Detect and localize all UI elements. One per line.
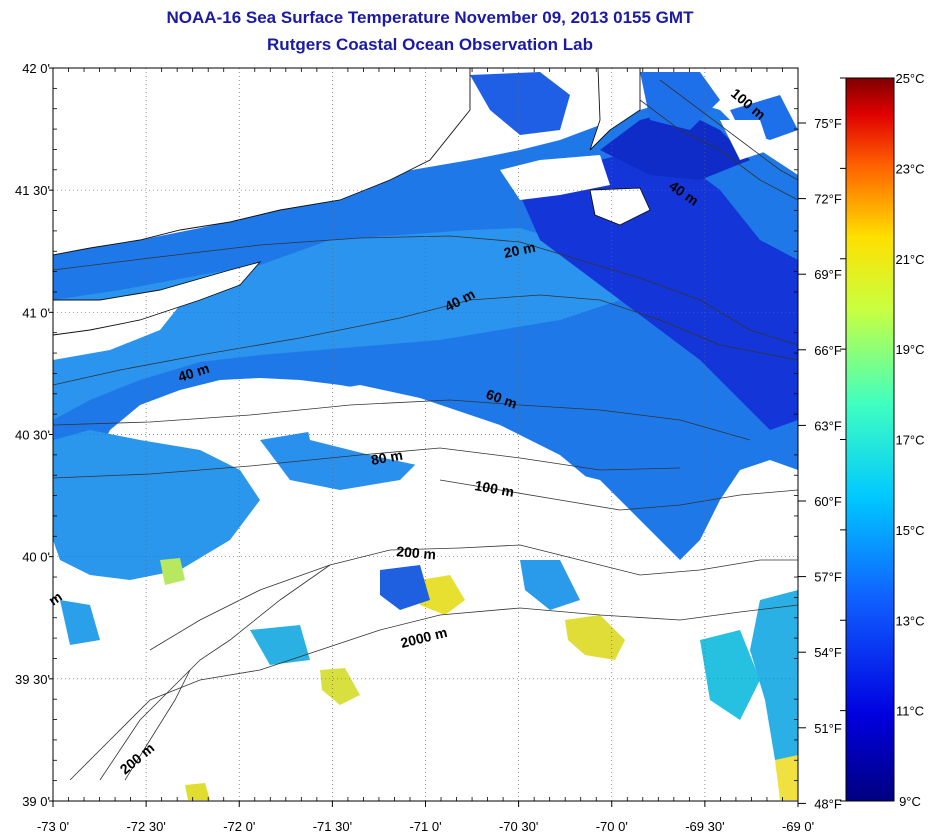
contour-label: 200 m — [396, 543, 437, 562]
contour-label: 80 m — [370, 447, 404, 468]
colorbar-fahrenheit-label: 51°F — [814, 721, 842, 736]
colorbar-celsius-label: 17°C — [895, 433, 924, 448]
lon-tick-label: -70 30' — [499, 819, 538, 834]
grid — [49, 67, 799, 807]
lon-tick-label: -70 0' — [596, 819, 628, 834]
colorbar-fahrenheit-label: 66°F — [814, 343, 842, 358]
contour-label: 100 m — [473, 477, 515, 500]
contour-label: 20 m — [502, 239, 537, 261]
latitude-axis: 42 0' 41 30' 41 0' 40 30' 40 0' 39 30' 39 0' — [15, 61, 50, 809]
lat-tick-label: 39 0' — [22, 794, 50, 809]
colorbar-celsius-label: 11°C — [896, 704, 924, 719]
colorbar-celsius-label: 23°C — [895, 161, 924, 176]
colorbar-fahrenheit-label: 75°F — [814, 116, 842, 131]
colorbar-celsius-label: 19°C — [895, 342, 924, 357]
colorbar-fahrenheit-labels: 75°F 72°F 69°F 66°F 63°F 60°F 57°F 54°F 51°F 48°F — [798, 116, 842, 811]
colorbar-celsius-label: 25°C — [895, 71, 924, 86]
lon-tick-label: -72 0' — [223, 819, 255, 834]
lat-tick-label: 42 0' — [22, 61, 50, 76]
colorbar-fahrenheit-label: 60°F — [814, 494, 842, 509]
colorbar-fahrenheit-label: 57°F — [814, 570, 842, 585]
map-frame — [52, 67, 799, 802]
colorbar-celsius-label: 21°C — [895, 252, 924, 267]
colorbar-fahrenheit-label: 63°F — [814, 418, 842, 433]
map-subtitle: Rutgers Coastal Ocean Observation Lab — [267, 35, 593, 54]
colorbar-celsius-label: 15°C — [895, 523, 924, 538]
longitude-axis: -73 0' -72 30' -72 0' -71 30' -71 0' -70 30' -… — [37, 819, 814, 834]
lon-tick-label: -71 30' — [313, 819, 352, 834]
depth-contours — [53, 79, 798, 781]
lat-tick-label: 41 0' — [22, 305, 50, 320]
colorbar-celsius-labels: 25°C 23°C 21°C 19°C 17°C 15°C 13°C 11°C 9°C — [840, 71, 925, 809]
lat-tick-label: 41 30' — [15, 183, 50, 198]
lat-tick-label: 40 0' — [22, 550, 50, 565]
colorbar-fahrenheit-label: 48°F — [814, 796, 842, 811]
lat-tick-label: 39 30' — [15, 672, 50, 687]
lat-tick-label: 40 30' — [15, 428, 50, 443]
lon-tick-label: -71 0' — [409, 819, 441, 834]
colorbar — [845, 77, 895, 802]
colorbar-celsius-label: 13°C — [895, 613, 924, 628]
lon-tick-label: -69 0' — [782, 819, 814, 834]
colorbar-fahrenheit-label: 69°F — [814, 267, 842, 282]
coastline — [53, 68, 651, 336]
lon-tick-label: -69 30' — [685, 819, 724, 834]
colorbar-fahrenheit-label: 54°F — [814, 645, 842, 660]
lon-tick-label: -73 0' — [37, 819, 69, 834]
map-title: NOAA-16 Sea Surface Temperature November… — [166, 8, 694, 27]
sst-field — [53, 68, 798, 800]
lon-tick-label: -72 30' — [126, 819, 165, 834]
colorbar-celsius-label: 9°C — [899, 794, 921, 809]
colorbar-fahrenheit-label: 72°F — [814, 192, 842, 207]
contour-label: 2000 m — [399, 624, 449, 651]
